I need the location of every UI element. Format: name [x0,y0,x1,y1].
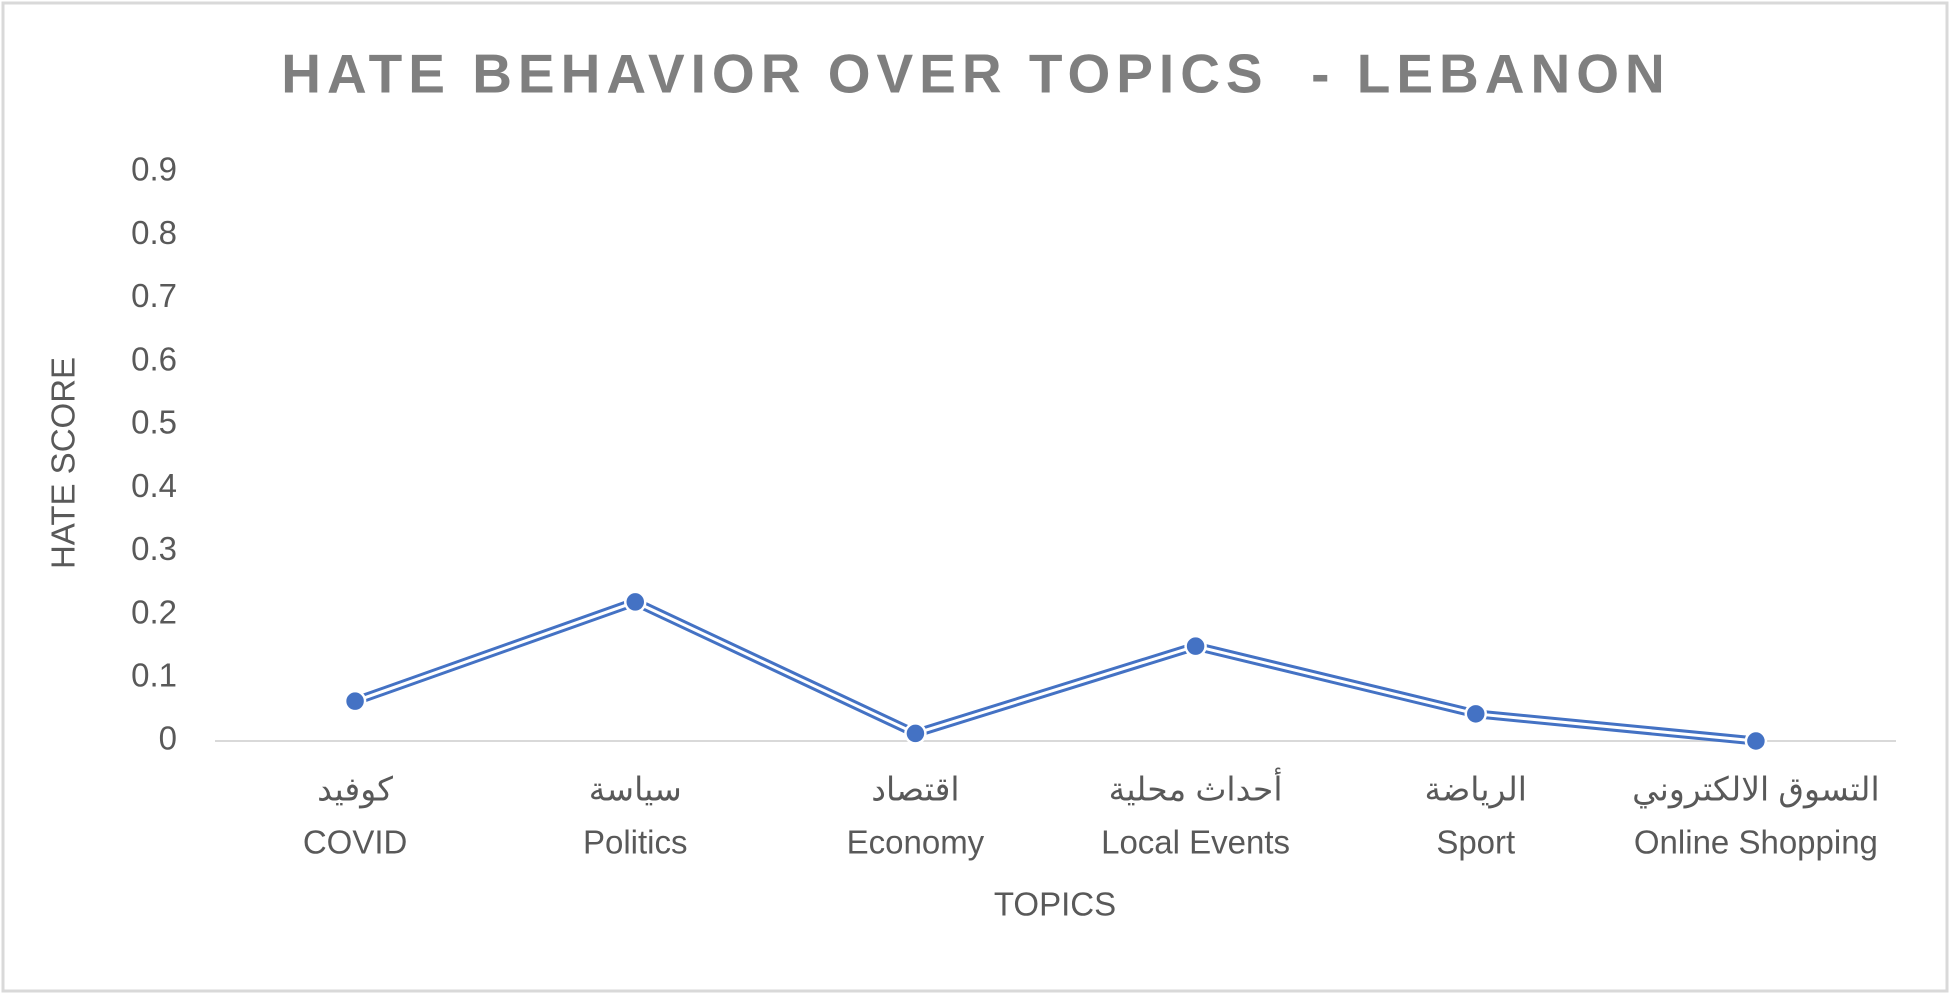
y-tick-label: 0.4 [131,467,177,504]
marker [624,590,647,614]
x-tick-label: Economy [847,824,985,861]
chart-title: HATE BEHAVIOR OVER TOPICS - LEBANON [281,43,1670,105]
x-tick-label: سياسة [589,771,682,808]
y-tick-label: 0.6 [131,340,177,377]
x-tick-label: الرياضة [1425,771,1527,809]
x-tick-label: COVID [303,824,408,861]
y-tick-label: 0.7 [131,277,177,314]
x-tick-label: كوفيد [317,771,393,809]
marker [1184,634,1207,658]
marker [1744,729,1768,753]
x-tick-label: Sport [1436,824,1515,861]
marker [343,689,367,713]
y-tick-label: 0 [159,720,177,757]
x-tick-label: Local Events [1101,824,1290,861]
marker [904,722,927,745]
y-tick-label: 0.5 [131,404,177,441]
x-tick-label: Politics [583,824,688,861]
y-axis-title: HATE SCORE [45,357,82,569]
y-tick-label: 0.9 [131,151,177,188]
y-tick-label: 0.8 [131,214,177,251]
series-line-highlight [354,600,1757,743]
x-tick-label: التسوق الالكتروني [1632,771,1880,809]
marker [1464,702,1487,726]
x-tick-label: اقتصاد [871,771,959,808]
x-tick-label: Online Shopping [1634,824,1878,861]
y-tick-label: 0.2 [131,593,177,630]
y-tick-label: 0.1 [131,656,177,693]
x-tick-label: أحداث محلية [1109,768,1283,808]
x-axis-title: TOPICS [994,886,1116,923]
y-tick-label: 0.3 [131,530,177,567]
